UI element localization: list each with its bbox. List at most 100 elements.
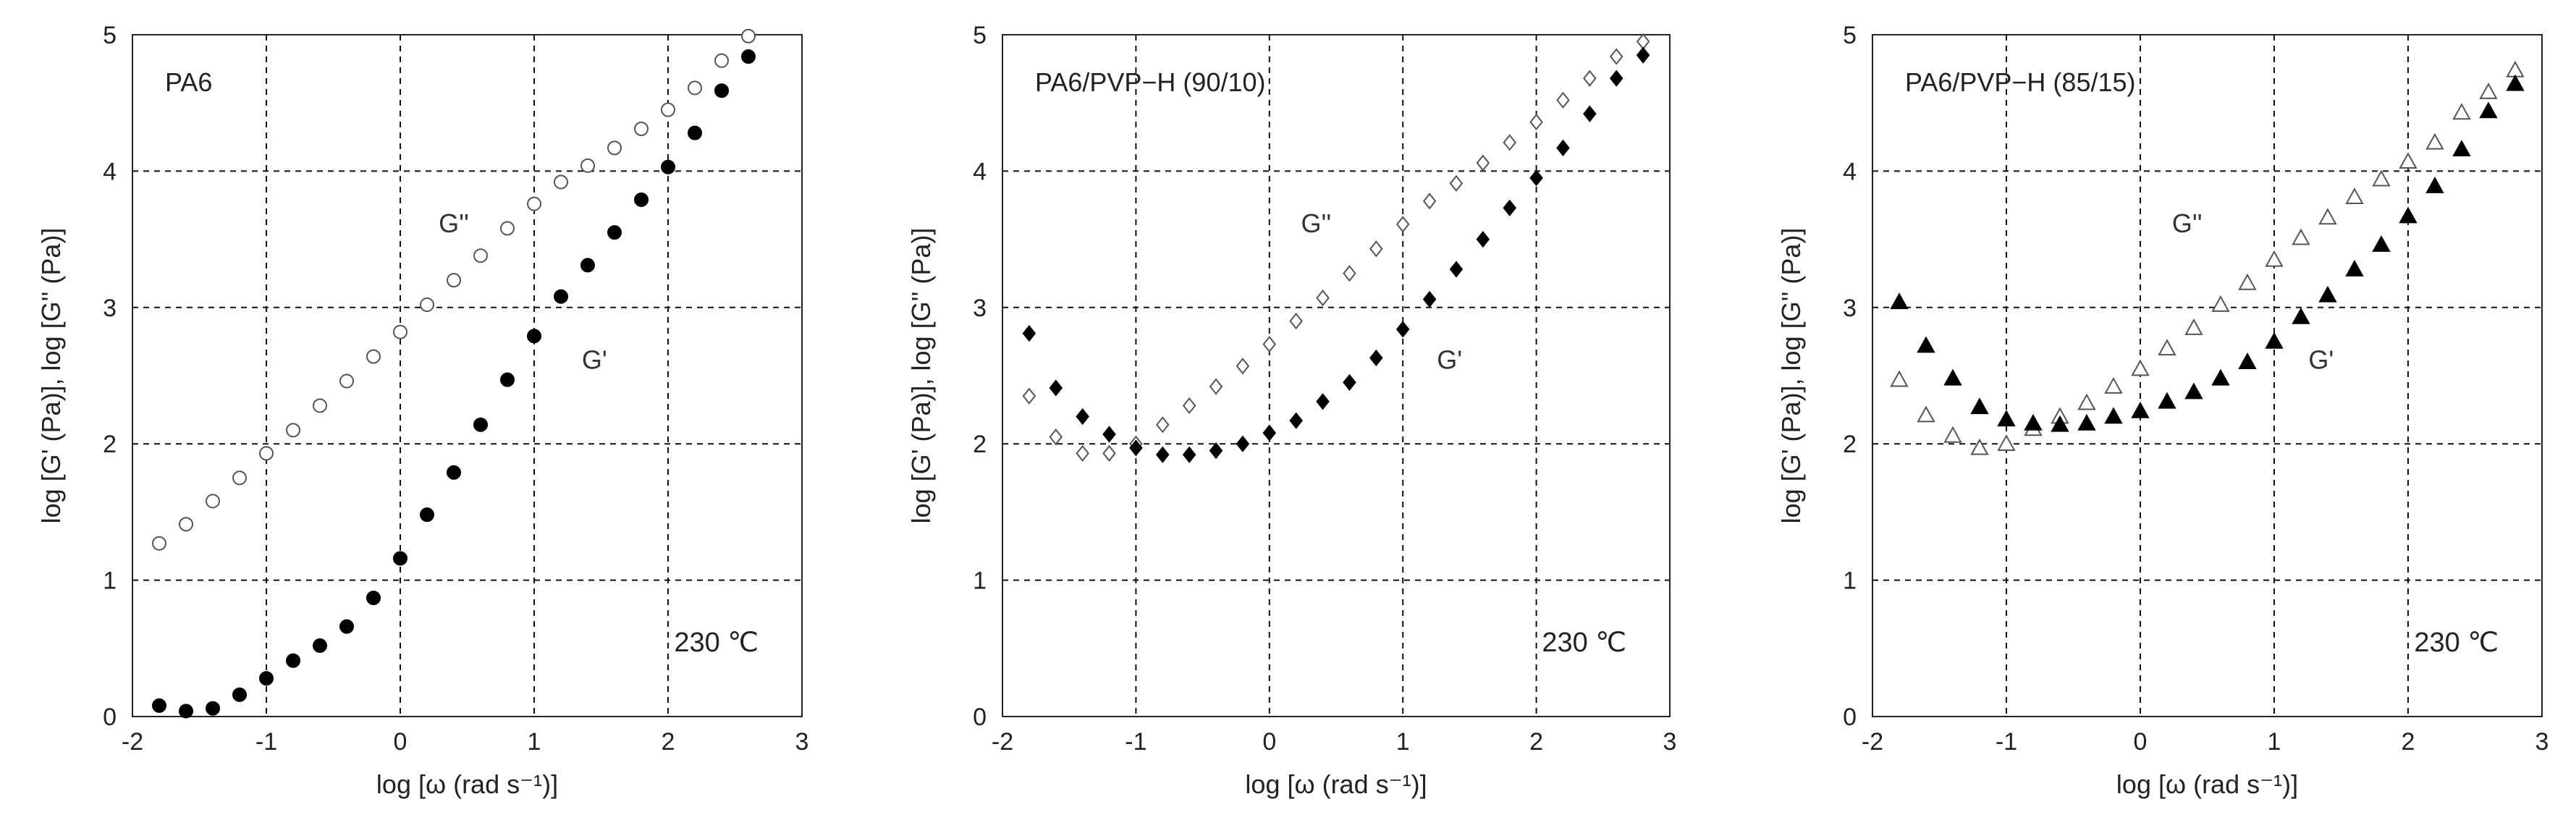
data-point-g-prime bbox=[1343, 373, 1356, 392]
series-annotation: G'' bbox=[1301, 208, 1331, 238]
data-point-g-prime bbox=[2051, 415, 2069, 432]
data-point-g-double-prime bbox=[1316, 290, 1330, 307]
temperature-label: 230 ℃ bbox=[2414, 628, 2499, 658]
y-tick-label: 1 bbox=[103, 567, 117, 595]
x-tick-label: 0 bbox=[1262, 728, 1276, 756]
x-tick-label: -2 bbox=[122, 728, 143, 756]
data-point-g-double-prime bbox=[1943, 426, 1962, 443]
chart-panel-pa6: -2 -1 0 1 2 3 0 1 2 3 4 5 log [ω (rad s⁻¹)] log [G' (… bbox=[36, 22, 808, 799]
data-point-g-double-prime bbox=[1917, 405, 1935, 423]
y-tick-label: 4 bbox=[973, 158, 987, 185]
data-point-g-prime bbox=[714, 83, 729, 98]
data-point-g-prime bbox=[313, 638, 327, 654]
data-point-g-prime bbox=[1476, 230, 1490, 248]
data-point-g-prime bbox=[1316, 393, 1330, 410]
y-tick-label: 3 bbox=[1843, 295, 1857, 322]
data-point-g-prime bbox=[2318, 285, 2337, 303]
x-tick-label: 0 bbox=[2134, 728, 2148, 756]
data-point-g-prime bbox=[1970, 397, 1989, 415]
data-point-g-double-prime bbox=[688, 80, 702, 96]
x-tick-label: -1 bbox=[256, 728, 277, 756]
y-tick-label: 4 bbox=[103, 158, 117, 185]
data-point-g-double-prime bbox=[259, 446, 274, 461]
panel-title: PA6 bbox=[165, 67, 212, 97]
data-point-g-double-prime bbox=[1236, 358, 1250, 375]
series-annotation: G'' bbox=[2172, 208, 2203, 238]
data-point-g-prime bbox=[1076, 407, 1089, 426]
data-point-g-prime bbox=[607, 225, 622, 240]
data-point-g-double-prime bbox=[580, 158, 595, 173]
data-point-g-prime bbox=[1262, 424, 1277, 442]
data-point-g-prime bbox=[2479, 101, 2498, 119]
data-point-g-prime bbox=[634, 192, 649, 207]
data-point-g-prime bbox=[179, 704, 193, 719]
data-point-g-double-prime bbox=[447, 273, 461, 288]
series-annotation: G' bbox=[2308, 345, 2334, 375]
data-point-g-double-prime bbox=[1583, 69, 1597, 87]
data-point-g-prime bbox=[2131, 401, 2150, 418]
data-point-g-prime bbox=[1182, 446, 1196, 463]
data-point-g-prime bbox=[1917, 336, 1935, 353]
data-point-g-prime bbox=[1369, 349, 1383, 367]
data-point-g-double-prime bbox=[2452, 103, 2471, 120]
data-point-g-double-prime bbox=[2318, 208, 2337, 225]
data-point-g-double-prime bbox=[2479, 83, 2498, 99]
data-point-g-prime bbox=[554, 289, 568, 304]
data-point-g-double-prime bbox=[1076, 444, 1089, 462]
data-point-g-prime bbox=[2425, 177, 2444, 193]
data-point-g-prime bbox=[1289, 412, 1303, 429]
data-point-g-prime bbox=[2399, 206, 2417, 224]
series-g-prime bbox=[152, 49, 756, 719]
data-point-g-prime bbox=[1609, 69, 1623, 87]
data-point-g-double-prime bbox=[500, 221, 515, 236]
chart-panel-pa6-pvp-h-85-15: -2 -1 0 1 2 3 0 1 2 3 4 5 log [ω (rad s⁻¹)] log [G' (… bbox=[1776, 22, 2548, 799]
data-point-g-double-prime bbox=[554, 174, 568, 190]
data-point-g-double-prime bbox=[1262, 336, 1277, 353]
x-axis-title: log [ω (rad s⁻¹)] bbox=[376, 769, 558, 799]
data-point-g-double-prime bbox=[714, 53, 729, 68]
y-tick-label: 0 bbox=[1843, 704, 1857, 731]
x-tick-label: 0 bbox=[394, 728, 407, 756]
y-tick-label: 3 bbox=[103, 295, 117, 322]
data-point-g-prime bbox=[393, 551, 407, 566]
y-tick-label: 0 bbox=[973, 704, 987, 731]
x-tick-label: -1 bbox=[1996, 728, 2017, 756]
data-point-g-double-prime bbox=[1890, 370, 1909, 387]
data-point-g-double-prime bbox=[152, 536, 166, 551]
series-g-prime bbox=[1890, 74, 2525, 432]
data-point-g-double-prime bbox=[2211, 295, 2230, 312]
data-point-g-double-prime bbox=[2292, 228, 2310, 245]
data-point-g-double-prime bbox=[1529, 113, 1543, 131]
data-point-g-double-prime bbox=[1395, 216, 1410, 233]
x-tick-label: -2 bbox=[1862, 728, 1883, 756]
data-point-g-double-prime bbox=[313, 398, 327, 413]
data-point-g-prime bbox=[2345, 259, 2364, 276]
data-point-g-double-prime bbox=[1343, 265, 1356, 282]
data-point-g-double-prime bbox=[1369, 240, 1383, 258]
chart-panel-pa6-pvp-h-90-10: -2 -1 0 1 2 3 0 1 2 3 4 5 log [ω (rad s⁻¹)] log [G' (… bbox=[906, 22, 1676, 799]
x-tick-label: 3 bbox=[2535, 728, 2549, 756]
data-point-g-double-prime bbox=[2372, 169, 2391, 187]
data-point-g-double-prime bbox=[2238, 273, 2257, 290]
x-tick-label: 2 bbox=[1529, 728, 1543, 756]
data-point-g-double-prime bbox=[1970, 438, 1989, 455]
data-point-g-prime bbox=[2104, 407, 2123, 424]
y-axis-title: log [G' (Pa)], log [G'' (Pa)] bbox=[1776, 228, 1806, 524]
x-axis-title: log [ω (rad s⁻¹)] bbox=[1245, 769, 1427, 799]
x-tick-label: 3 bbox=[795, 728, 809, 756]
data-point-g-prime bbox=[1943, 368, 1962, 386]
data-point-g-prime bbox=[580, 258, 595, 273]
data-point-g-prime bbox=[2211, 368, 2230, 386]
data-point-g-double-prime bbox=[1022, 387, 1036, 405]
series-g-prime bbox=[1022, 46, 1650, 463]
data-point-g-prime bbox=[420, 507, 434, 523]
data-point-g-prime bbox=[1449, 261, 1464, 278]
x-tick-label: 1 bbox=[1396, 728, 1410, 756]
plot-frame bbox=[132, 34, 803, 717]
plot-frame bbox=[1872, 34, 2543, 717]
data-point-g-double-prime bbox=[634, 121, 649, 136]
y-tick-label: 5 bbox=[973, 22, 987, 49]
data-point-g-prime bbox=[2372, 235, 2391, 252]
data-point-g-prime bbox=[1236, 435, 1250, 452]
